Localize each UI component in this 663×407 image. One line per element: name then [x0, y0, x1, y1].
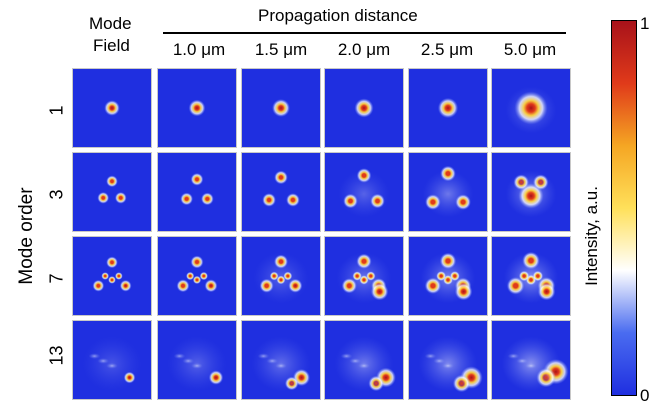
distance-header-5: 5.0 μm [503, 40, 557, 59]
panel-mode-7-d5 [491, 236, 571, 316]
distance-header-1: 1.0 μm [172, 40, 226, 59]
distance-header-2: 1.5 μm [254, 40, 308, 59]
mode-field-label-line2: Field [93, 36, 130, 55]
panel-mode-7-d3 [324, 236, 404, 316]
panel-mode-7-field [72, 236, 152, 316]
panel-mode-7-d2 [241, 236, 321, 316]
colorbar-max-label: 1 [640, 14, 650, 33]
distance-header-4: 2.5 μm [420, 40, 474, 59]
panel-mode-7-d4 [408, 236, 488, 316]
panel-mode-13-d2 [241, 320, 321, 400]
mode-order-label-1: 1 [46, 105, 67, 116]
mode-order-label-3: 3 [46, 189, 67, 200]
panel-mode-13-d3 [324, 320, 404, 400]
panel-mode-3-d5 [491, 152, 571, 232]
panel-mode-1-d5 [491, 68, 571, 148]
panel-mode-1-d3 [324, 68, 404, 148]
intensity-colorbar [611, 20, 637, 396]
mode-field-label-line1: Mode [89, 14, 132, 33]
panel-mode-3-d1 [157, 152, 237, 232]
panel-mode-13-d4 [408, 320, 488, 400]
mode-order-axis-label: Mode order [16, 187, 37, 285]
panel-mode-13-d1 [157, 320, 237, 400]
header-divider [163, 32, 566, 34]
mode-order-label-13: 13 [46, 345, 67, 366]
mode-order-label-7: 7 [46, 273, 67, 284]
panel-mode-3-d3 [324, 152, 404, 232]
panel-mode-13-d5 [491, 320, 571, 400]
panel-mode-1-field [72, 68, 152, 148]
panel-mode-1-d4 [408, 68, 488, 148]
distance-header-3: 2.0 μm [337, 40, 391, 59]
panel-mode-3-d4 [408, 152, 488, 232]
panel-mode-7-d1 [157, 236, 237, 316]
panel-mode-1-d1 [157, 68, 237, 148]
panel-mode-13-field [72, 320, 152, 400]
panel-mode-1-d2 [241, 68, 321, 148]
propagation-distance-title: Propagation distance [258, 6, 418, 25]
panel-mode-3-d2 [241, 152, 321, 232]
panel-mode-3-field [72, 152, 152, 232]
colorbar-axis-label: Intensity, a.u. [582, 186, 601, 286]
colorbar-min-label: 0 [640, 386, 650, 405]
